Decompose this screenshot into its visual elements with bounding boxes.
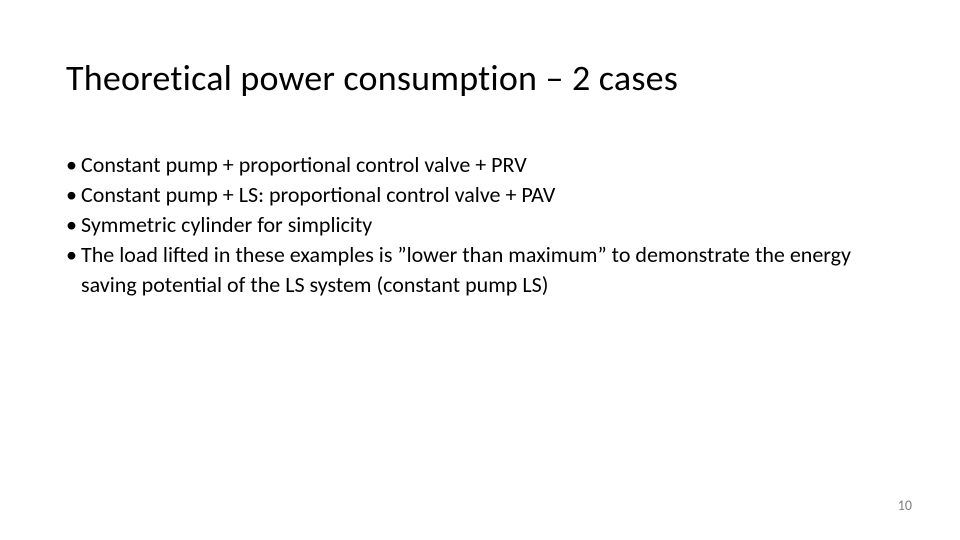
bullet-icon: • — [66, 210, 80, 240]
bullet-text: The load lifted in these examples is ”lo… — [81, 240, 894, 300]
bullet-icon: • — [66, 150, 80, 180]
list-item: • Symmetric cylinder for simplicity — [66, 210, 894, 240]
bullet-list: • Constant pump + proportional control v… — [66, 150, 894, 300]
page-number: 10 — [898, 497, 912, 514]
bullet-text: Constant pump + LS: proportional control… — [81, 180, 894, 210]
slide-title: Theoretical power consumption – 2 cases — [66, 56, 678, 100]
list-item: • Constant pump + proportional control v… — [66, 150, 894, 180]
presentation-slide: Theoretical power consumption – 2 cases … — [0, 0, 960, 540]
list-item: • The load lifted in these examples is ”… — [66, 240, 894, 300]
bullet-icon: • — [66, 180, 80, 210]
bullet-text: Constant pump + proportional control val… — [81, 150, 894, 180]
list-item: • Constant pump + LS: proportional contr… — [66, 180, 894, 210]
bullet-icon: • — [66, 240, 80, 270]
bullet-text: Symmetric cylinder for simplicity — [81, 210, 894, 240]
